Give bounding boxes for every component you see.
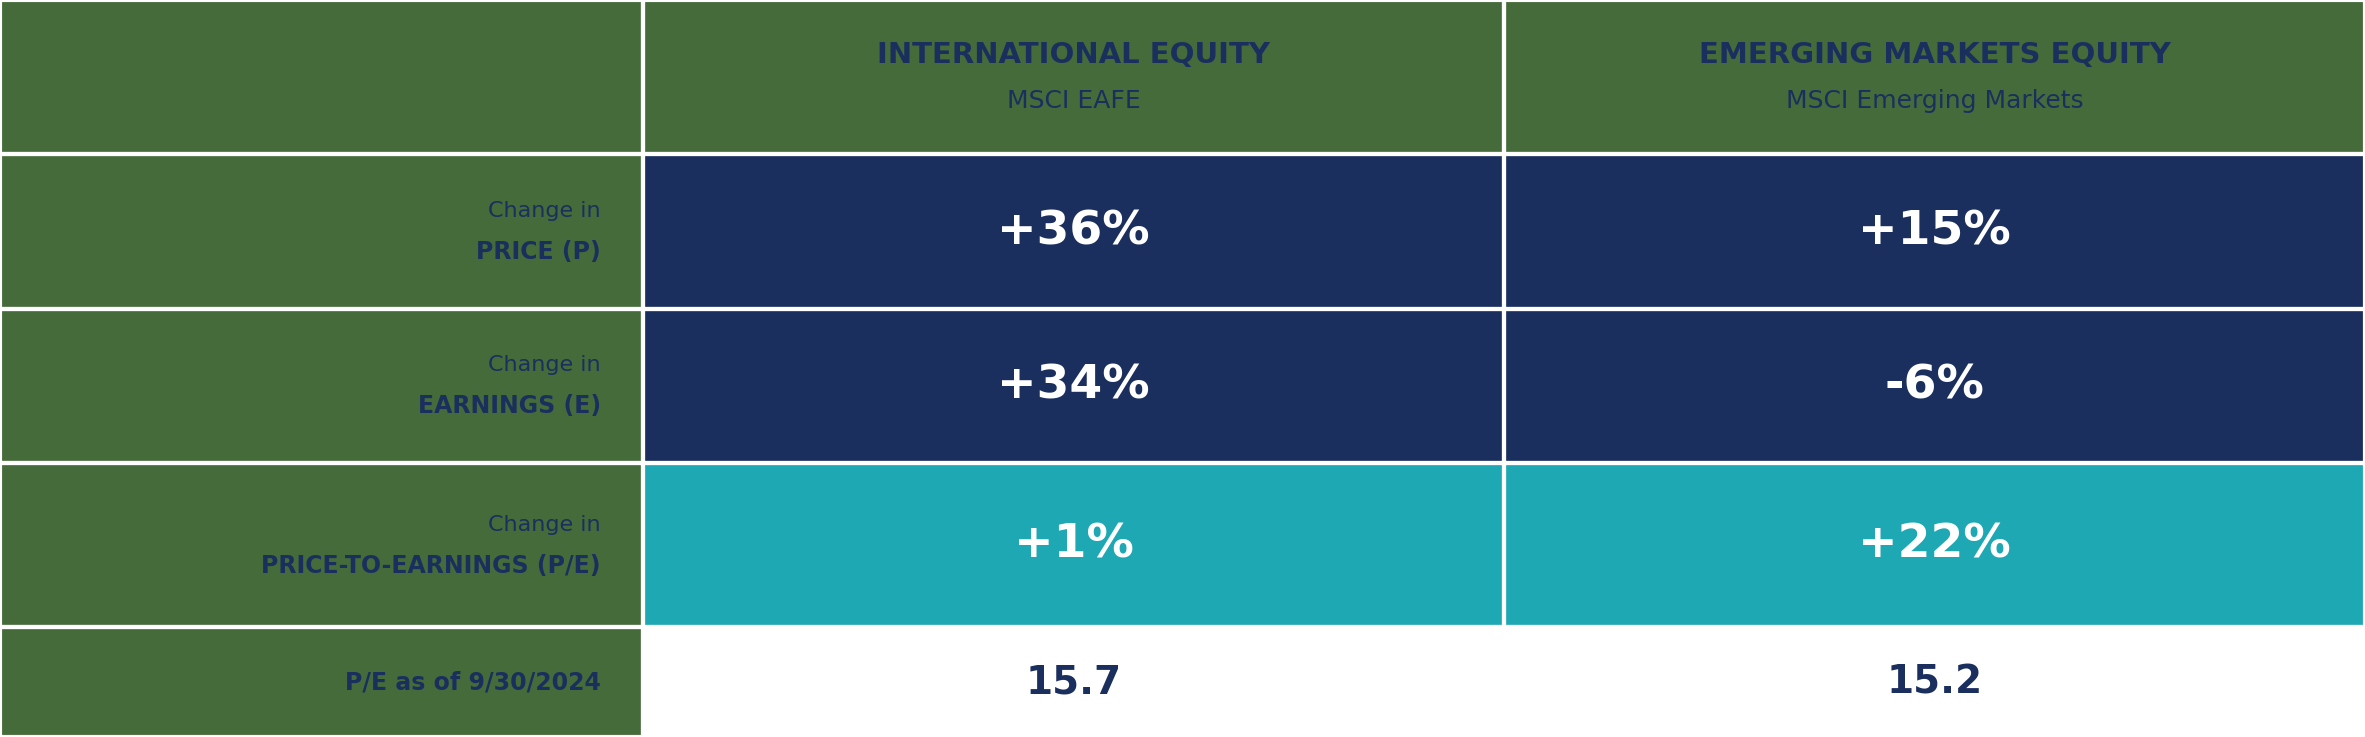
Bar bbox=[0, 154, 643, 309]
Text: Change in: Change in bbox=[487, 201, 601, 221]
Text: Change in: Change in bbox=[487, 514, 601, 534]
Text: +1%: +1% bbox=[1015, 523, 1133, 567]
Text: 15.7: 15.7 bbox=[1026, 663, 1121, 701]
Bar bbox=[1504, 463, 2365, 627]
Text: MSCI EAFE: MSCI EAFE bbox=[1007, 89, 1140, 113]
Bar bbox=[1504, 0, 2365, 154]
Bar bbox=[0, 0, 643, 154]
Text: INTERNATIONAL EQUITY: INTERNATIONAL EQUITY bbox=[877, 41, 1270, 69]
Text: 15.2: 15.2 bbox=[1887, 663, 1982, 701]
Bar bbox=[1504, 627, 2365, 737]
Text: +34%: +34% bbox=[998, 363, 1149, 408]
Bar bbox=[1504, 309, 2365, 463]
Bar bbox=[0, 309, 643, 463]
Text: +22%: +22% bbox=[1859, 523, 2010, 567]
Text: P/E as of 9/30/2024: P/E as of 9/30/2024 bbox=[345, 670, 601, 694]
Bar bbox=[0, 627, 643, 737]
Bar bbox=[1504, 309, 2365, 463]
Bar bbox=[0, 309, 643, 463]
Text: +15%: +15% bbox=[1859, 209, 2010, 254]
Text: -6%: -6% bbox=[1885, 363, 1984, 408]
Bar bbox=[1504, 154, 2365, 309]
Bar bbox=[643, 0, 1504, 154]
Text: Change in: Change in bbox=[487, 355, 601, 375]
Text: EARNINGS (E): EARNINGS (E) bbox=[419, 394, 601, 419]
Bar bbox=[643, 0, 1504, 154]
Text: PRICE (P): PRICE (P) bbox=[475, 240, 601, 264]
Bar bbox=[643, 627, 1504, 737]
Bar bbox=[643, 309, 1504, 463]
Bar bbox=[0, 463, 643, 627]
Bar bbox=[1504, 0, 2365, 154]
Bar bbox=[643, 154, 1504, 309]
Bar bbox=[1504, 627, 2365, 737]
Bar bbox=[643, 463, 1504, 627]
Bar bbox=[0, 627, 643, 737]
Bar bbox=[643, 154, 1504, 309]
Text: PRICE-TO-EARNINGS (P/E): PRICE-TO-EARNINGS (P/E) bbox=[260, 554, 601, 578]
Bar bbox=[1504, 463, 2365, 627]
Bar bbox=[643, 309, 1504, 463]
Bar bbox=[643, 463, 1504, 627]
Text: EMERGING MARKETS EQUITY: EMERGING MARKETS EQUITY bbox=[1698, 41, 2171, 69]
Bar bbox=[0, 463, 643, 627]
Text: +36%: +36% bbox=[998, 209, 1149, 254]
Bar bbox=[0, 0, 643, 154]
Bar bbox=[643, 627, 1504, 737]
Text: MSCI Emerging Markets: MSCI Emerging Markets bbox=[1786, 89, 2084, 113]
Bar bbox=[1504, 154, 2365, 309]
Bar bbox=[0, 154, 643, 309]
